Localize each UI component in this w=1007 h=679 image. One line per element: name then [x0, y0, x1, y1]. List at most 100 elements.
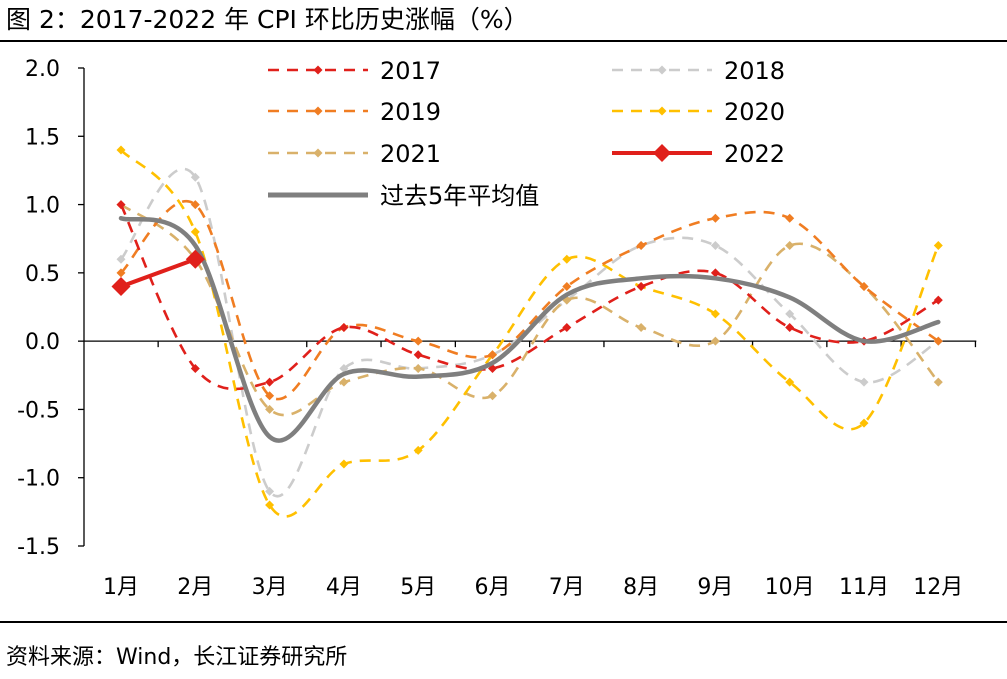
data-point	[859, 282, 869, 292]
data-point	[933, 295, 943, 305]
data-point	[636, 241, 646, 251]
series-line	[119, 204, 939, 391]
legend-label: 2017	[380, 57, 441, 85]
series-2019	[116, 200, 943, 401]
legend-label: 2020	[724, 98, 785, 126]
data-point	[785, 213, 795, 223]
data-point	[339, 322, 349, 332]
series-2017	[116, 200, 943, 391]
data-point	[413, 336, 423, 346]
x-tick-label: 1月	[103, 575, 139, 600]
y-tick-label: 0.0	[25, 330, 60, 355]
data-point	[710, 309, 720, 319]
legend-label: 2021	[380, 140, 441, 168]
legend-entry: 2020	[612, 98, 785, 126]
data-point	[933, 336, 943, 346]
data-point	[710, 268, 720, 278]
data-point	[413, 363, 423, 373]
x-tick-label: 4月	[326, 575, 362, 600]
data-point	[265, 377, 275, 387]
chart-legend: 2017 2018 2019 2020 2021 2022 过去5年平均值	[268, 57, 785, 210]
legend-marker	[657, 106, 667, 116]
data-point	[265, 404, 275, 414]
figure-title: 图 2：2017-2022 年 CPI 环比历史涨幅（%）	[6, 5, 529, 34]
data-point	[190, 200, 200, 210]
y-tick-label: -1.5	[17, 535, 60, 560]
data-point	[710, 336, 720, 346]
series-line	[120, 257, 196, 289]
legend-label: 2018	[724, 57, 785, 85]
legend-label: 2022	[724, 140, 785, 168]
data-point	[636, 282, 646, 292]
legend-marker	[653, 144, 671, 162]
data-point	[190, 363, 200, 373]
x-tick-label: 7月	[549, 575, 585, 600]
data-point	[785, 322, 795, 332]
data-point	[933, 377, 943, 387]
data-point	[265, 486, 275, 496]
source-rule	[0, 621, 1007, 623]
data-point	[116, 145, 126, 155]
data-point	[562, 282, 572, 292]
series-line	[120, 203, 940, 417]
data-point	[488, 391, 497, 401]
legend-entry: 2017	[268, 57, 441, 85]
data-point	[185, 249, 205, 269]
data-point	[190, 172, 200, 182]
data-point	[785, 377, 795, 387]
legend-marker	[313, 65, 323, 75]
series-2021	[116, 200, 943, 417]
data-point	[339, 459, 349, 469]
y-tick-label: 0.5	[25, 262, 60, 287]
series-layer	[111, 145, 943, 518]
source-note: 资料来源：Wind，长江证券研究所	[6, 645, 348, 670]
legend-entry: 2021	[268, 140, 441, 168]
data-point	[265, 391, 275, 401]
x-tick-label: 3月	[252, 575, 288, 600]
series-5	[118, 215, 941, 443]
data-point	[562, 322, 572, 332]
legend-marker	[313, 148, 323, 158]
data-point	[710, 213, 720, 223]
legend-entry: 2019	[268, 98, 441, 126]
data-point	[636, 322, 646, 332]
data-point	[116, 200, 126, 210]
y-tick-label: 1.5	[25, 125, 60, 150]
data-point	[190, 227, 200, 237]
series-line	[120, 149, 940, 518]
data-point	[785, 309, 795, 319]
legend-entry: 2022	[612, 140, 785, 168]
x-tick-label: 9月	[697, 575, 733, 600]
data-point	[859, 377, 869, 387]
x-tick-label: 5月	[400, 575, 436, 600]
x-tick-label: 12月	[913, 575, 963, 600]
x-tick-label: 6月	[475, 575, 511, 600]
legend-label: 2019	[380, 98, 441, 126]
data-point	[488, 350, 497, 360]
x-tick-label: 8月	[623, 575, 659, 600]
title-rule	[0, 40, 1007, 42]
y-tick-label: -0.5	[17, 398, 60, 423]
data-point	[710, 241, 720, 251]
data-point	[859, 418, 869, 428]
cpi-line-chart: 2.0 1.5 1.0 0.5 0.0 -0.5 -1.0 -1.5 1月 2月 3月 4月 5月 6月…	[17, 57, 977, 600]
y-tick-label: 2.0	[25, 57, 60, 82]
y-tick-label: 1.0	[25, 194, 60, 219]
series-line	[118, 215, 941, 443]
data-point	[413, 445, 423, 455]
data-point	[265, 500, 275, 510]
data-point	[111, 277, 131, 297]
series-2018	[116, 167, 943, 498]
x-tick-label: 11月	[839, 575, 889, 600]
legend-label: 过去5年平均值	[380, 182, 539, 210]
legend-entry: 2018	[612, 57, 785, 85]
x-tick-label: 10月	[765, 575, 815, 600]
data-point	[116, 268, 126, 278]
legend-marker	[657, 65, 667, 75]
series-line	[120, 200, 940, 401]
data-point	[339, 377, 349, 387]
legend-entry: 过去5年平均值	[268, 182, 539, 210]
data-point	[562, 254, 572, 264]
x-axis-ticks: 1月 2月 3月 4月 5月 6月 7月 8月 9月 10月 11月 12月	[103, 341, 977, 600]
y-axis-ticks: 2.0 1.5 1.0 0.5 0.0 -0.5 -1.0 -1.5	[17, 57, 84, 560]
